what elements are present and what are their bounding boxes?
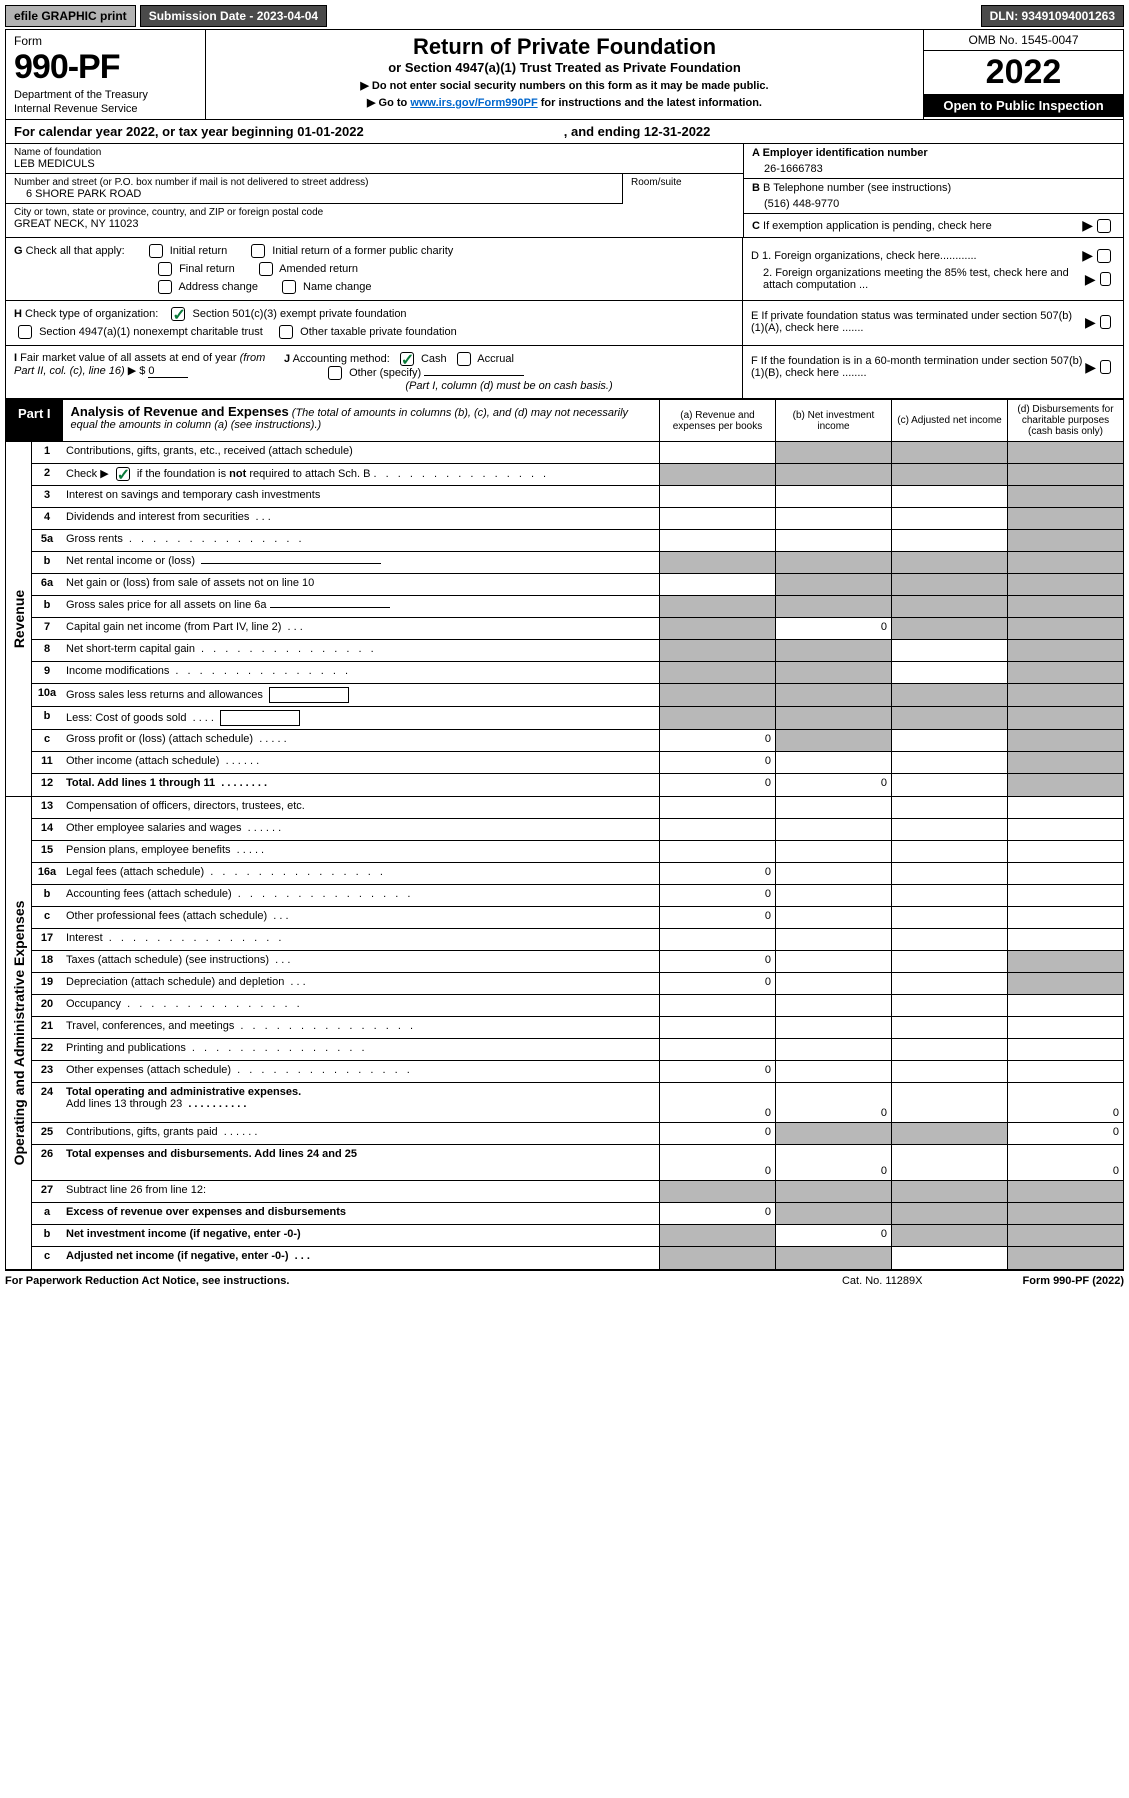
name-change-checkbox[interactable] <box>282 280 296 294</box>
e-checkbox[interactable] <box>1100 315 1111 329</box>
arrow-icon: ▶ <box>1082 217 1093 234</box>
form-number: 990-PF <box>14 48 197 87</box>
calendar-year-row: For calendar year 2022, or tax year begi… <box>6 120 1123 144</box>
h-501c3-checkbox[interactable] <box>171 307 185 321</box>
tax-year: 2022 <box>924 51 1123 94</box>
city-label: City or town, state or province, country… <box>14 207 735 218</box>
dln: DLN: 93491094001263 <box>981 5 1124 27</box>
d1-label: D 1. Foreign organizations, check here..… <box>751 250 977 262</box>
c-exemption-label: C If exemption application is pending, c… <box>752 220 992 232</box>
address-change-checkbox[interactable] <box>158 280 172 294</box>
footer: For Paperwork Reduction Act Notice, see … <box>5 1271 1124 1291</box>
j-cash-checkbox[interactable] <box>400 352 414 366</box>
d2-label: 2. Foreign organizations meeting the 85%… <box>763 267 1085 291</box>
efile-button[interactable]: efile GRAPHIC print <box>5 5 136 27</box>
f-label: F If the foundation is in a 60-month ter… <box>751 355 1085 379</box>
calendar-year-end: , and ending 12-31-2022 <box>564 124 711 139</box>
dept-irs: Internal Revenue Service <box>14 103 197 115</box>
dept-treasury: Department of the Treasury <box>14 89 197 101</box>
form-subtitle: or Section 4947(a)(1) Trust Treated as P… <box>210 60 919 75</box>
form-footer: Form 990-PF (2022) <box>1023 1275 1125 1287</box>
f-checkbox[interactable] <box>1100 360 1111 374</box>
phone: (516) 448-9770 <box>752 194 1115 210</box>
ein-label: A Employer identification number <box>752 147 1115 159</box>
col-d-header: (d) Disbursements for charitable purpose… <box>1007 400 1123 441</box>
form-container: Form 990-PF Department of the Treasury I… <box>5 29 1124 1271</box>
h-4947-checkbox[interactable] <box>18 325 32 339</box>
form-label: Form <box>14 34 197 48</box>
final-return-checkbox[interactable] <box>158 262 172 276</box>
open-to-public: Open to Public Inspection <box>924 94 1123 117</box>
i-value: 0 <box>148 365 188 378</box>
form-title: Return of Private Foundation <box>210 34 919 60</box>
topbar: efile GRAPHIC print Submission Date - 20… <box>5 5 1124 27</box>
submission-date: Submission Date - 2023-04-04 <box>140 5 327 27</box>
calendar-year-begin: For calendar year 2022, or tax year begi… <box>14 124 364 139</box>
col-b-header: (b) Net investment income <box>775 400 891 441</box>
revenue-side-label: Revenue <box>6 442 32 796</box>
ein: 26-1666783 <box>752 159 1115 175</box>
catalog-number: Cat. No. 11289X <box>842 1275 923 1287</box>
c-checkbox[interactable] <box>1097 219 1111 233</box>
part1-title: Analysis of Revenue and Expenses <box>71 404 289 419</box>
irs-link[interactable]: www.irs.gov/Form990PF <box>410 97 537 109</box>
i-label: I Fair market value of all assets at end… <box>14 352 274 378</box>
room-suite-label: Room/suite <box>623 174 743 204</box>
initial-former-checkbox[interactable] <box>251 244 265 258</box>
d2-checkbox[interactable] <box>1100 272 1111 286</box>
form-header: Form 990-PF Department of the Treasury I… <box>6 30 1123 120</box>
name-label: Name of foundation <box>14 147 735 158</box>
address-label: Number and street (or P.O. box number if… <box>14 177 614 188</box>
j-note: (Part I, column (d) must be on cash basi… <box>284 380 734 392</box>
omb-number: OMB No. 1545-0047 <box>924 30 1123 51</box>
address: 6 SHORE PARK ROAD <box>14 188 614 200</box>
instruction-1: ▶ Do not enter social security numbers o… <box>210 79 919 92</box>
schb-checkbox[interactable] <box>116 467 130 481</box>
col-c-header: (c) Adjusted net income <box>891 400 1007 441</box>
paperwork-notice: For Paperwork Reduction Act Notice, see … <box>5 1275 289 1287</box>
city-state-zip: GREAT NECK, NY 11023 <box>14 218 735 230</box>
phone-label: B B Telephone number (see instructions) <box>752 182 1115 194</box>
part1-header: Part I Analysis of Revenue and Expenses … <box>6 398 1123 442</box>
amended-return-checkbox[interactable] <box>259 262 273 276</box>
col-a-header: (a) Revenue and expenses per books <box>659 400 775 441</box>
g-label: G Check all that apply: <box>14 245 125 257</box>
part1-label: Part I <box>6 400 63 441</box>
initial-return-checkbox[interactable] <box>149 244 163 258</box>
j-accrual-checkbox[interactable] <box>457 352 471 366</box>
foundation-name: LEB MEDICULS <box>14 158 735 170</box>
instruction-2: ▶ Go to www.irs.gov/Form990PF for instru… <box>210 96 919 109</box>
h-other-checkbox[interactable] <box>279 325 293 339</box>
expenses-side-label: Operating and Administrative Expenses <box>6 797 32 1269</box>
e-label: E If private foundation status was termi… <box>751 310 1085 334</box>
d1-checkbox[interactable] <box>1097 249 1111 263</box>
j-other-checkbox[interactable] <box>328 366 342 380</box>
